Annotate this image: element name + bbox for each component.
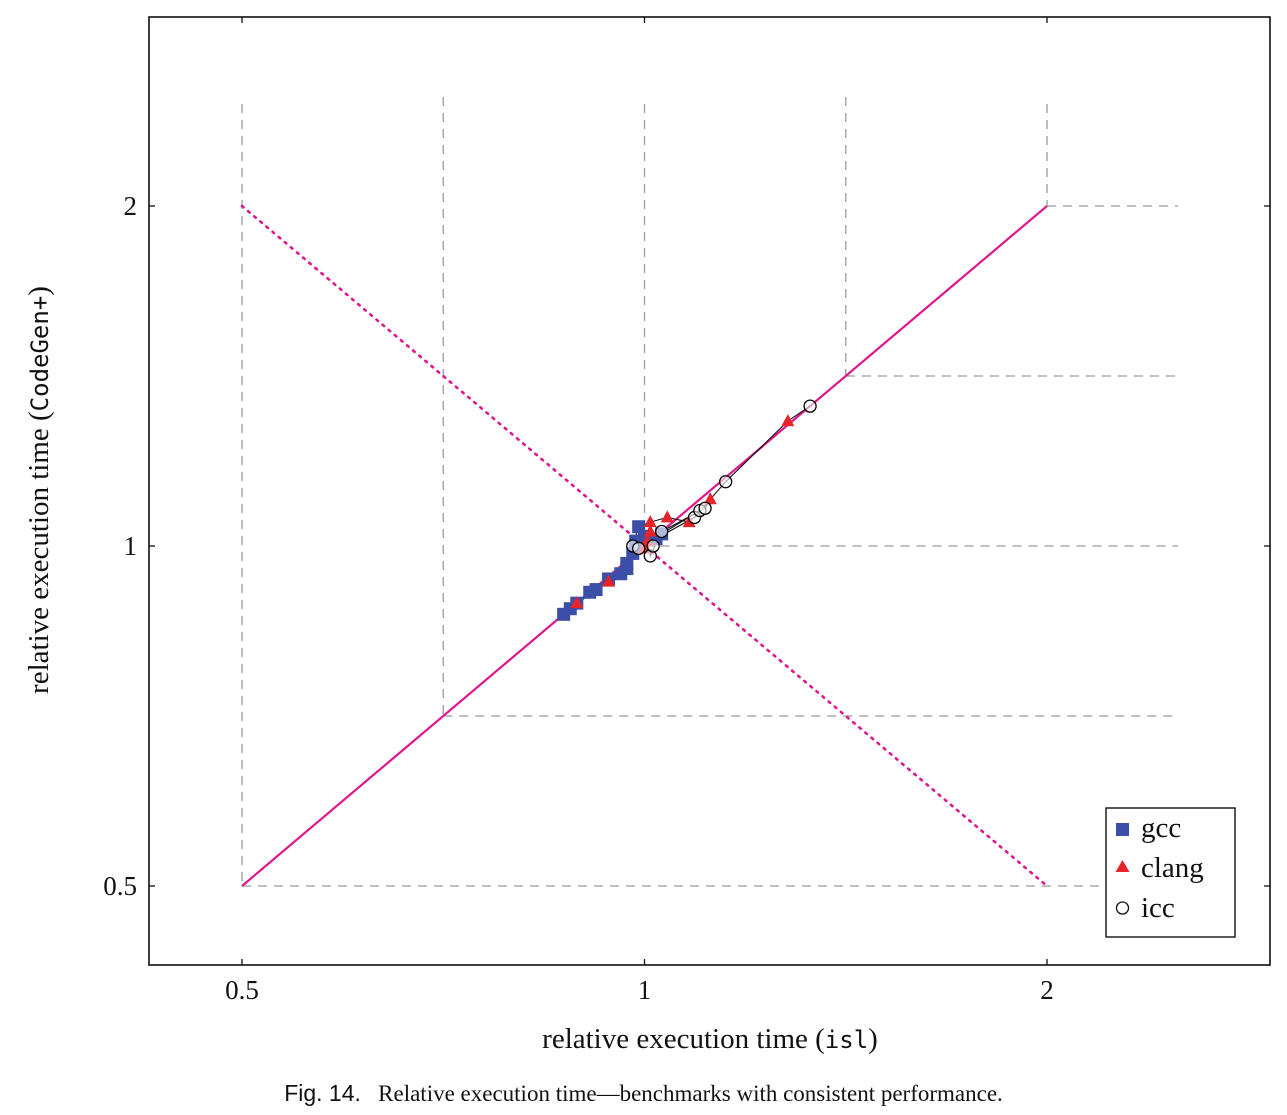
legend: gcc clang icc bbox=[1105, 807, 1236, 938]
legend-label-clang: clang bbox=[1141, 852, 1204, 884]
y-tick-label: 0.5 bbox=[103, 871, 137, 901]
point-icc bbox=[646, 539, 660, 553]
axis-ticks: 0.5 1 2 0.5 1 2 bbox=[103, 17, 1270, 1005]
point-clang bbox=[643, 524, 657, 537]
y-axis-title: relative execution time (CodeGen+) bbox=[23, 286, 55, 694]
y-tick-label: 1 bbox=[124, 531, 138, 561]
point-icc bbox=[698, 501, 712, 515]
point-icc bbox=[655, 524, 669, 539]
point-icc bbox=[719, 475, 733, 489]
point-clang bbox=[602, 574, 616, 587]
point-gcc bbox=[589, 583, 603, 597]
data-markers bbox=[557, 399, 817, 621]
legend-marker-icc bbox=[1115, 901, 1130, 915]
chart: 0.5 1 2 0.5 1 2 relative execution time (isl)… bbox=[23, 16, 1271, 1055]
legend-label-gcc: gcc bbox=[1141, 812, 1181, 844]
legend-label-icc: icc bbox=[1141, 892, 1175, 924]
grid-lines bbox=[241, 97, 1178, 887]
point-clang bbox=[703, 492, 717, 505]
x-tick-label: 1 bbox=[638, 975, 652, 1005]
point-clang bbox=[781, 414, 795, 427]
y-tick-label: 2 bbox=[124, 191, 138, 221]
point-gcc bbox=[620, 556, 634, 570]
legend-marker-clang bbox=[1115, 860, 1130, 872]
x-axis-title: relative execution time (isl) bbox=[542, 1023, 878, 1055]
x-tick-label: 2 bbox=[1040, 975, 1054, 1005]
legend-marker-gcc bbox=[1116, 823, 1129, 836]
point-clang bbox=[660, 510, 674, 523]
point-icc bbox=[632, 541, 646, 556]
figure-caption: Fig. 14. Relative execution time—benchma… bbox=[0, 1080, 1287, 1107]
caption-text: Relative execution time—benchmarks with … bbox=[378, 1081, 1003, 1106]
point-icc bbox=[803, 399, 817, 413]
point-clang bbox=[643, 515, 657, 528]
x-tick-label: 0.5 bbox=[225, 975, 259, 1005]
figure-label: Fig. 14. bbox=[284, 1080, 361, 1106]
point-clang bbox=[570, 596, 584, 609]
plot-frame bbox=[148, 16, 1271, 966]
